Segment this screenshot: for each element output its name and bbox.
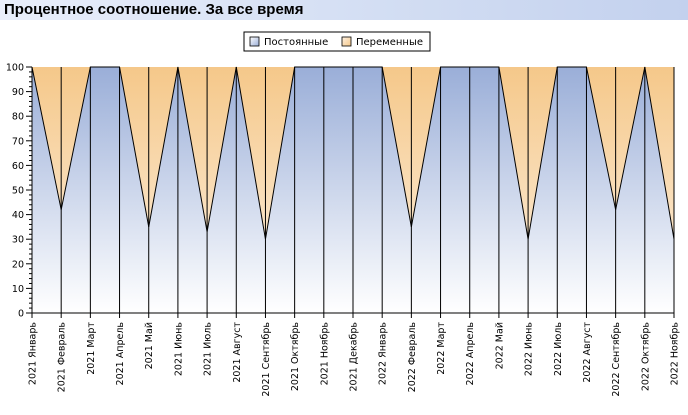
page-title: Процентное соотношение. За все время [4, 1, 304, 18]
y-tick-label: 60 [12, 161, 24, 172]
y-axis: 0 10 20 30 40 50 60 70 80 90 100 [6, 63, 33, 320]
legend-swatch-variable [341, 36, 352, 47]
y-tick-label: 50 [12, 186, 24, 197]
legend-label-variable: Переменные [356, 37, 423, 48]
y-tick-label: 70 [12, 136, 24, 147]
x-tick-label: 2022 Июль [553, 322, 564, 376]
x-tick-label: 2021 Июль [203, 322, 214, 376]
legend-box [243, 31, 431, 52]
x-tick-label: 2021 Октябрь [290, 322, 301, 392]
x-tick-label: 2022 Октябрь [640, 322, 651, 392]
x-tick-label: 2021 Июнь [173, 322, 184, 377]
y-tick-label: 40 [12, 210, 24, 221]
y-tick-label: 10 [12, 284, 24, 295]
x-tick-label: 2022 Апрель [465, 322, 476, 386]
x-tick-label: 2021 Май [144, 322, 155, 369]
x-tick-label: 2021 Март [86, 322, 97, 375]
y-tick-label: 20 [12, 259, 24, 270]
x-tick-label: 2022 Январь [378, 322, 389, 385]
x-tick-label: 2022 Август [582, 322, 593, 383]
x-tick-label: 2022 Сентябрь [611, 322, 622, 397]
x-tick-label: 2022 Май [494, 322, 505, 369]
x-tick-label: 2021 Сентябрь [261, 322, 272, 397]
x-tick-label: 2021 Февраль [57, 322, 68, 393]
y-tick-label: 30 [12, 235, 24, 246]
percent-area-chart: 0 10 20 30 40 50 60 70 80 90 100 2021 Январь 2021 Ф… [6, 31, 681, 397]
x-tick-label: 2022 Ноябрь [670, 322, 681, 386]
x-tick-label: 2021 Август [232, 322, 243, 383]
x-tick-label: 2021 Декабрь [349, 322, 360, 392]
legend-label-constant: Постоянные [264, 37, 328, 48]
y-tick-label: 90 [12, 87, 24, 98]
x-tick-label: 2021 Январь [28, 322, 39, 385]
x-axis: 2021 Январь 2021 Февраль 2021 Март 2021 Апр… [28, 312, 681, 397]
y-tick-label: 80 [12, 112, 24, 123]
x-tick-label: 2022 Февраль [407, 322, 418, 393]
title-bar: Процентное соотношение. За все время [0, 0, 688, 20]
y-tick-label: 100 [6, 63, 24, 74]
plot-area [31, 66, 675, 313]
x-tick-label: 2022 Март [436, 322, 447, 375]
x-tick-label: 2022 Июнь [524, 322, 535, 377]
y-tick-label: 0 [18, 309, 24, 320]
x-tick-label: 2021 Апрель [115, 322, 126, 386]
x-tick-label: 2021 Ноябрь [319, 322, 330, 386]
legend-swatch-constant [249, 36, 260, 47]
legend: Постоянные Переменные [243, 31, 431, 52]
